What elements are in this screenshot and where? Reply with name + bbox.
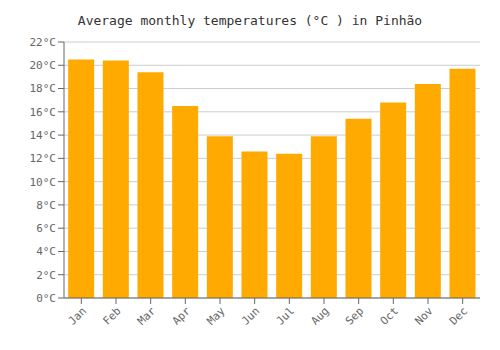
svg-text:Dec: Dec	[447, 304, 470, 327]
svg-text:Nov: Nov	[412, 304, 436, 328]
svg-text:8°C: 8°C	[36, 199, 56, 212]
svg-text:Jul: Jul	[274, 304, 297, 327]
svg-text:18°C: 18°C	[30, 82, 57, 95]
svg-text:Aug: Aug	[308, 304, 331, 327]
svg-text:12°C: 12°C	[30, 152, 57, 165]
svg-text:10°C: 10°C	[30, 176, 57, 189]
svg-text:16°C: 16°C	[30, 106, 57, 119]
svg-text:14°C: 14°C	[30, 129, 57, 142]
svg-text:22°C: 22°C	[30, 36, 57, 49]
svg-text:6°C: 6°C	[36, 222, 56, 235]
svg-text:Feb: Feb	[100, 304, 123, 327]
svg-text:Sep: Sep	[343, 304, 366, 327]
html-text:Average monthly temperatures (: Average monthly temperatures (°C ) in Pi…	[77, 13, 423, 28]
svg-text:Mar: Mar	[135, 304, 159, 328]
svg-text:2°C: 2°C	[36, 269, 56, 282]
svg-text:Apr: Apr	[170, 304, 194, 328]
svg-text:Oct: Oct	[378, 304, 401, 327]
svg-text:Jan: Jan	[66, 304, 89, 327]
svg-text:May: May	[204, 304, 228, 328]
svg-text:20°C: 20°C	[30, 59, 57, 72]
svg-text:4°C: 4°C	[36, 245, 56, 258]
svg-text:0°C: 0°C	[36, 292, 56, 305]
svg-text:Jun: Jun	[239, 304, 262, 327]
